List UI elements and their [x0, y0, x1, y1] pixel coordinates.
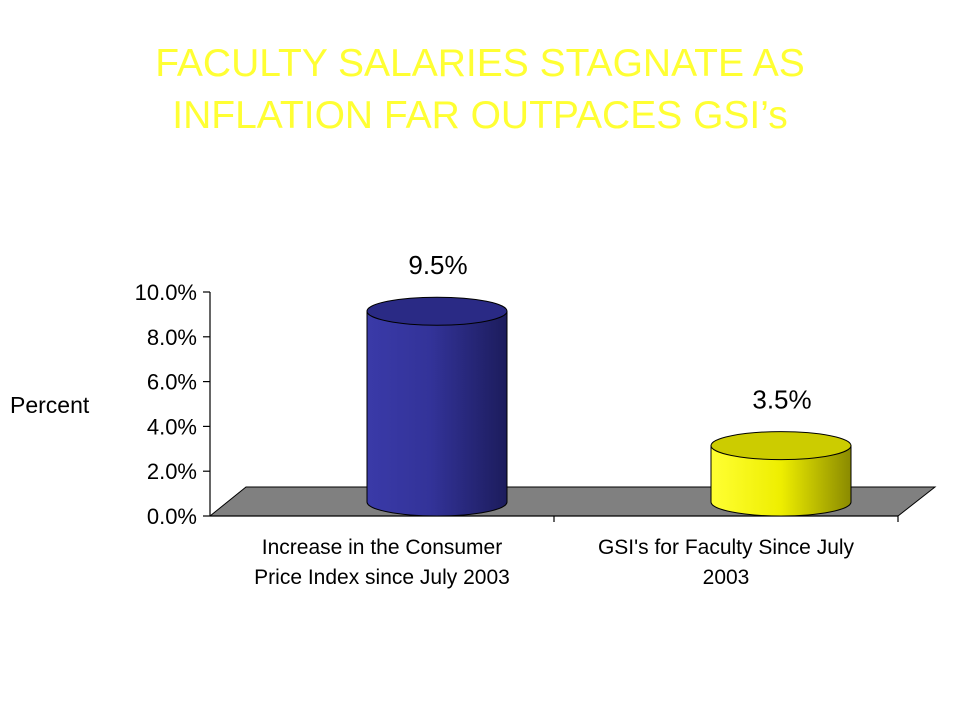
bars	[366, 296, 852, 517]
title-line-1: FACULTY SALARIES STAGNATE AS	[155, 42, 805, 85]
y-tick-label: 4.0%	[147, 414, 197, 439]
bar-body	[366, 310, 508, 517]
data-label: 3.5%	[752, 385, 811, 415]
x-tick-label: 2003	[703, 566, 750, 589]
data-label: 9.5%	[408, 250, 467, 280]
category-labels: Increase in the Consumer Price Index sinc…	[254, 536, 854, 589]
y-tick-label: 0.0%	[147, 504, 197, 529]
bar-2	[710, 431, 852, 517]
y-tick-label: 6.0%	[147, 370, 197, 395]
y-tick-label: 10.0%	[135, 280, 197, 305]
bar-1	[366, 296, 508, 517]
x-tick-label: GSI's for Faculty Since July	[598, 536, 855, 559]
y-tick-label: 8.0%	[147, 325, 197, 350]
y-tick-label: 2.0%	[147, 459, 197, 484]
data-labels: 9.5% 3.5%	[408, 250, 811, 414]
x-tick-label: Increase in the Consumer	[262, 536, 502, 559]
bar-top	[710, 431, 852, 461]
bar-top	[366, 296, 508, 326]
y-axis-label: Percent	[10, 392, 90, 418]
y-tick-labels: 0.0% 2.0% 4.0% 6.0% 8.0% 10.0%	[135, 280, 197, 529]
slide-title: FACULTY SALARIES STAGNATE AS INFLATION F…	[0, 38, 960, 142]
x-tick-label: Price Index since July 2003	[254, 566, 510, 589]
title-line-2: INFLATION FAR OUTPACES GSI’s	[172, 94, 788, 137]
bar-body	[710, 445, 852, 517]
